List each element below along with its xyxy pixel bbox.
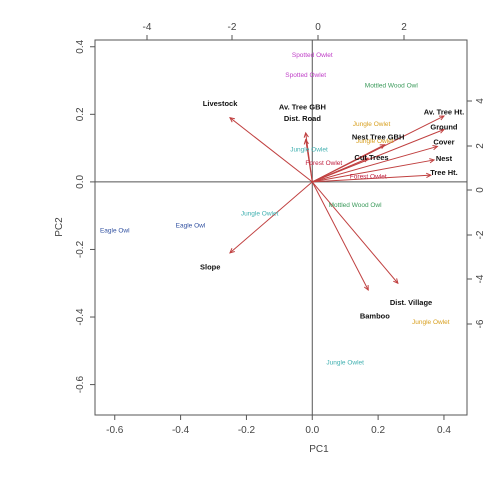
loading-label: Cover xyxy=(433,138,454,147)
loading-arrowhead xyxy=(303,131,309,138)
plot-frame xyxy=(94,39,468,416)
observation-label: Mottled Wood Owl xyxy=(365,82,419,89)
loading-label: Av. Tree Ht. xyxy=(424,107,464,116)
loading-label: Av. Tree GBH xyxy=(279,102,326,111)
loading-arrow xyxy=(312,115,445,183)
loading-arrow xyxy=(312,174,431,183)
loading-arrowhead xyxy=(303,138,309,145)
loading-label: Cut Trees xyxy=(354,153,388,162)
loading-label: Ground xyxy=(430,123,457,132)
observation-label: Jungle Owlet xyxy=(326,359,364,366)
loading-arrow xyxy=(311,181,399,284)
top-tick-label: -2 xyxy=(228,22,237,33)
loading-arrow xyxy=(312,129,445,183)
loading-labels: Livestock Av. Tree GBH Dist. Road Nest Tree… xyxy=(200,99,464,321)
observation-label: Jungle Owlet xyxy=(356,138,394,145)
loading-arrowhead xyxy=(229,248,235,254)
loading-arrowhead xyxy=(429,158,436,164)
right-tick-label: -2 xyxy=(475,230,486,239)
x-axis: -0.6 -0.4 -0.2 0.0 0.2 0.4 xyxy=(106,415,451,436)
loading-arrowhead xyxy=(379,144,386,150)
loading-arrowhead xyxy=(438,128,446,134)
observation-labels: Spotted Owlet Spotted Owlet Mottled Wood O… xyxy=(100,52,450,366)
loading-arrowhead xyxy=(393,278,399,285)
loading-label: Tree Ht. xyxy=(430,168,458,177)
observation-label: Eagle Owl xyxy=(100,228,130,235)
right-axis: 4 2 0 -2 -4 -6 xyxy=(467,98,486,328)
top-axis: -4 -2 0 2 xyxy=(143,22,407,40)
loading-label: Nest xyxy=(436,154,453,163)
right-tick-label: -6 xyxy=(475,319,486,328)
loading-label: Dist. Village xyxy=(390,298,432,307)
top-tick-label: 0 xyxy=(315,22,321,33)
loading-label: Nest Tree GBH xyxy=(352,133,405,142)
observation-label: Spotted Owlet xyxy=(285,72,326,79)
y-tick-label: -0.6 xyxy=(75,376,86,394)
x-tick-label: 0.2 xyxy=(371,425,385,436)
loading-label: Slope xyxy=(200,263,220,272)
x-tick-label: -0.4 xyxy=(172,425,190,436)
observation-label: Forest Owlet xyxy=(350,174,387,181)
observation-label: Jungle Owlet xyxy=(412,319,450,326)
loading-arrow xyxy=(312,159,435,183)
loading-arrow xyxy=(229,117,313,183)
loading-arrow xyxy=(305,139,313,182)
observation-label: Mottled Wood Owl xyxy=(329,202,383,209)
y-tick-label: -0.4 xyxy=(75,308,86,326)
observation-label: Spotted Owlet xyxy=(292,52,333,59)
y-tick-label: -0.2 xyxy=(75,240,86,258)
x-tick-label: 0.0 xyxy=(305,425,319,436)
loading-arrowhead xyxy=(432,145,439,151)
loading-label: Dist. Road xyxy=(284,114,322,123)
x-axis-label: PC1 xyxy=(309,444,329,455)
right-tick-label: -4 xyxy=(475,274,486,283)
y-axis-label: PC2 xyxy=(54,217,65,237)
zero-lines xyxy=(95,40,467,415)
loading-arrow xyxy=(312,145,438,183)
observation-label: Jungle Owlet xyxy=(241,211,279,218)
loading-arrowhead xyxy=(425,172,432,179)
loading-arrowhead xyxy=(229,116,235,123)
observation-label: Jungle Owlet xyxy=(290,146,328,153)
x-tick-label: -0.6 xyxy=(106,425,124,436)
loading-arrows xyxy=(229,115,446,292)
observation-label: Jungle Owlet xyxy=(353,121,391,128)
loading-label: Livestock xyxy=(203,99,238,108)
loading-arrowhead xyxy=(363,284,369,292)
right-tick-label: 2 xyxy=(475,143,486,149)
loading-arrow xyxy=(311,181,369,291)
y-tick-label: 0.2 xyxy=(75,107,86,121)
right-tick-label: 4 xyxy=(475,98,486,104)
loading-arrowhead xyxy=(438,115,445,121)
y-tick-label: 0.4 xyxy=(75,39,86,53)
right-tick-label: 0 xyxy=(475,187,486,193)
x-tick-label: 0.4 xyxy=(437,425,451,436)
y-axis: 0.4 0.2 0.0 -0.2 -0.4 -0.6 xyxy=(75,39,95,393)
x-tick-label: -0.2 xyxy=(238,425,256,436)
loading-arrow xyxy=(229,181,313,254)
observation-label: Forest Owlet xyxy=(305,160,342,167)
y-tick-label: 0.0 xyxy=(75,175,86,189)
top-tick-label: -4 xyxy=(143,22,152,33)
top-tick-label: 2 xyxy=(401,22,407,33)
observation-label: Eagle Owl xyxy=(176,223,206,230)
loading-label: Bamboo xyxy=(360,312,390,321)
